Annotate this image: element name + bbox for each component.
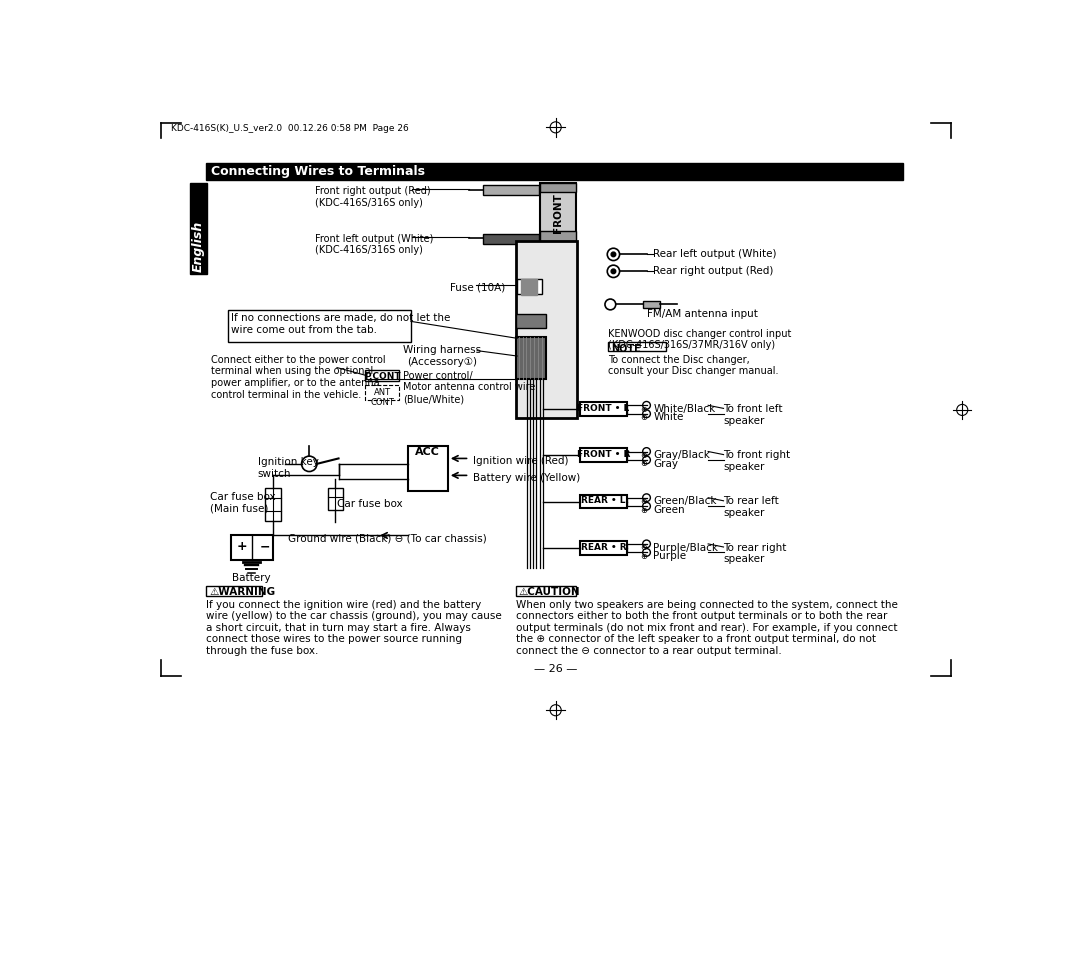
Text: When only two speakers are being connected to the system, connect the
connectors: When only two speakers are being connect… [515, 598, 897, 656]
Text: If you connect the ignition wire (red) and the battery
wire (yellow) to the car : If you connect the ignition wire (red) a… [206, 598, 502, 656]
Text: KDC-416S(K)_U.S_ver2.0  00.12.26 0:58 PM  Page 26: KDC-416S(K)_U.S_ver2.0 00.12.26 0:58 PM … [170, 124, 408, 132]
Bar [515, 337, 547, 379]
Text: To connect the Disc changer,
consult your Disc changer manual.: To connect the Disc changer, consult you… [608, 355, 779, 375]
Bar [515, 314, 547, 328]
Text: Ground wire (Black) ⊖ (To car chassis): Ground wire (Black) ⊖ (To car chassis) [289, 533, 487, 543]
Bar [608, 343, 666, 352]
Text: ⚠WARNING: ⚠WARNING [209, 587, 276, 597]
Bar [515, 587, 576, 597]
Text: KENWOOD disc changer control input
(KDC-416S/316S/37MR/316V only): KENWOOD disc changer control input (KDC-… [608, 328, 791, 350]
Circle shape [611, 270, 615, 274]
Text: FRONT: FRONT [553, 193, 563, 233]
Text: English: English [192, 221, 205, 272]
Text: Battery: Battery [232, 572, 271, 582]
Text: ⊖: ⊖ [641, 404, 648, 414]
Text: Ignition wire (Red): Ignition wire (Red) [473, 456, 569, 466]
Text: Gray/Black: Gray/Black [653, 450, 711, 459]
Text: Fuse (10A): Fuse (10A) [450, 282, 506, 292]
Bar [206, 164, 903, 180]
Bar [579, 541, 627, 555]
Text: ⊖: ⊖ [641, 497, 648, 506]
Bar [642, 302, 660, 308]
Text: Connecting Wires to Terminals: Connecting Wires to Terminals [212, 165, 425, 178]
Text: P.CONT: P.CONT [365, 372, 400, 380]
Text: ⊕: ⊕ [641, 551, 648, 560]
Bar [579, 496, 627, 509]
Text: ⊕: ⊕ [641, 505, 648, 514]
Bar [228, 311, 411, 343]
Text: ⊕: ⊕ [641, 459, 648, 468]
Text: +: + [237, 539, 246, 553]
Text: ⚠CAUTION: ⚠CAUTION [519, 587, 580, 597]
Bar [518, 280, 541, 295]
Bar [483, 234, 539, 244]
Bar [579, 449, 627, 463]
Text: White/Black: White/Black [653, 403, 716, 414]
Text: Battery wire (Yellow): Battery wire (Yellow) [473, 473, 580, 483]
Bar [608, 344, 611, 352]
Bar [579, 403, 627, 416]
Text: Car fuse box
(Main fuse): Car fuse box (Main fuse) [209, 491, 276, 513]
Text: ⊖: ⊖ [641, 543, 648, 552]
Text: Green/Black: Green/Black [653, 496, 717, 506]
Text: If no connections are made, do not let the
wire come out from the tab.: If no connections are made, do not let t… [231, 313, 450, 335]
Text: — 26 —: — 26 — [534, 663, 577, 674]
Text: Car fuse box: Car fuse box [337, 499, 403, 509]
Text: Ignition key
switch: Ignition key switch [258, 456, 319, 478]
Text: ⊖: ⊖ [641, 451, 648, 459]
Text: Wiring harness
(Accessory①): Wiring harness (Accessory①) [404, 345, 482, 367]
Bar [408, 447, 448, 491]
Text: ANT
CONT: ANT CONT [370, 388, 394, 407]
Text: −: − [259, 539, 270, 553]
Text: REAR • R: REAR • R [580, 542, 626, 551]
Bar [539, 184, 576, 193]
Text: Green: Green [653, 504, 685, 515]
Bar [539, 232, 576, 241]
Text: Front left output (White)
(KDC-416S/316S only): Front left output (White) (KDC-416S/316S… [316, 233, 434, 255]
Text: Purple: Purple [653, 551, 687, 560]
Bar [231, 536, 273, 560]
Text: Front right output (Red)
(KDC-416S/316S only): Front right output (Red) (KDC-416S/316S … [316, 186, 431, 208]
Bar [206, 587, 261, 597]
Text: FRONT • R: FRONT • R [577, 450, 630, 458]
Bar [483, 186, 539, 196]
Circle shape [611, 253, 615, 257]
Bar [190, 184, 207, 274]
Text: Rear left output (White): Rear left output (White) [653, 249, 776, 259]
Text: REAR • L: REAR • L [582, 496, 626, 505]
Text: ⊕: ⊕ [641, 413, 648, 422]
Text: FRONT • L: FRONT • L [577, 403, 629, 413]
Text: White: White [653, 412, 684, 422]
Text: Connect either to the power control
terminal when using the optional
power ampli: Connect either to the power control term… [212, 355, 386, 399]
Bar [266, 489, 281, 521]
Text: To rear right
speaker: To rear right speaker [724, 542, 787, 563]
Bar [539, 184, 576, 241]
Text: Power control/
Motor antenna control wire
(Blue/White): Power control/ Motor antenna control wir… [404, 371, 536, 404]
Text: To front left
speaker: To front left speaker [724, 403, 783, 425]
Text: Gray: Gray [653, 458, 678, 468]
Text: Purple/Black: Purple/Black [653, 542, 718, 552]
Text: NOTE: NOTE [611, 344, 641, 354]
Bar [366, 371, 399, 381]
Bar [366, 385, 399, 400]
Text: ACC: ACC [416, 447, 441, 456]
Text: To rear left
speaker: To rear left speaker [724, 496, 779, 517]
Bar [328, 489, 343, 511]
Text: FM/AM antenna input: FM/AM antenna input [647, 309, 757, 319]
Bar [515, 241, 577, 418]
Text: To front right
speaker: To front right speaker [724, 450, 791, 472]
Text: Rear right output (Red): Rear right output (Red) [653, 266, 774, 275]
